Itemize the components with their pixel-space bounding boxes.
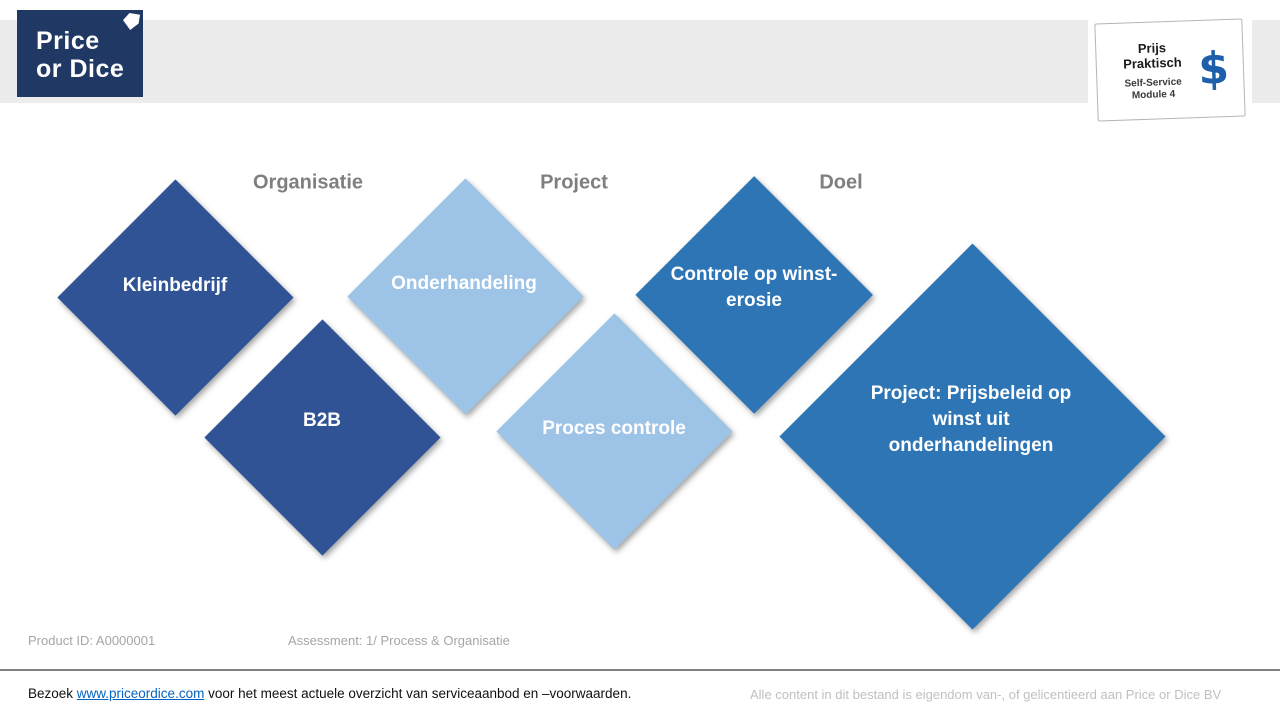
module-stamp: Prijs Praktisch Self-Service Module 4 $: [1094, 18, 1246, 122]
product-id: Product ID: A0000001: [28, 633, 156, 648]
stamp-subtitle: Self-Service Module 4: [1107, 76, 1199, 103]
tag-icon: [123, 13, 140, 30]
label-project-prijsbeleid: Project: Prijsbeleid op winst uit onderh…: [870, 383, 1072, 456]
header-bar: [0, 20, 1280, 103]
stamp-text: Prijs Praktisch Self-Service Module 4: [1106, 39, 1199, 103]
copyright-note: Alle content in dit bestand is eigendom …: [750, 687, 1222, 702]
logo-text-line1: Price: [36, 27, 100, 55]
footer-divider: [0, 669, 1280, 671]
label-onderhandeling: Onderhandeling: [391, 273, 537, 294]
footer-note-suffix: voor het meest actuele overzicht van ser…: [204, 686, 632, 701]
column-header-organisatie: Organisatie: [252, 171, 364, 194]
footer-note-prefix: Bezoek: [28, 686, 77, 701]
column-header-doel: Doel: [819, 171, 863, 194]
label-proces-controle: Proces controle: [542, 418, 686, 439]
assessment-label: Assessment: 1/ Process & Organisatie: [288, 633, 510, 648]
company-logo: Price or Dice: [17, 10, 143, 97]
column-header-project: Project: [540, 171, 608, 194]
stamp-title: Prijs Praktisch: [1106, 39, 1198, 72]
label-b2b: B2B: [302, 410, 342, 431]
footer-note: Bezoek www.priceordice.com voor het mees…: [28, 686, 631, 701]
stamp-title-line2: Praktisch: [1122, 54, 1182, 72]
stamp-subtitle-line2: Module 4: [1131, 88, 1176, 101]
label-controle-winsterosie: Controle op winst-erosie: [670, 264, 838, 311]
website-link[interactable]: www.priceordice.com: [76, 686, 205, 701]
dollar-icon: $: [1197, 42, 1230, 95]
logo-text-line2: or Dice: [36, 55, 125, 83]
label-kleinbedrijf: Kleinbedrijf: [122, 275, 228, 296]
